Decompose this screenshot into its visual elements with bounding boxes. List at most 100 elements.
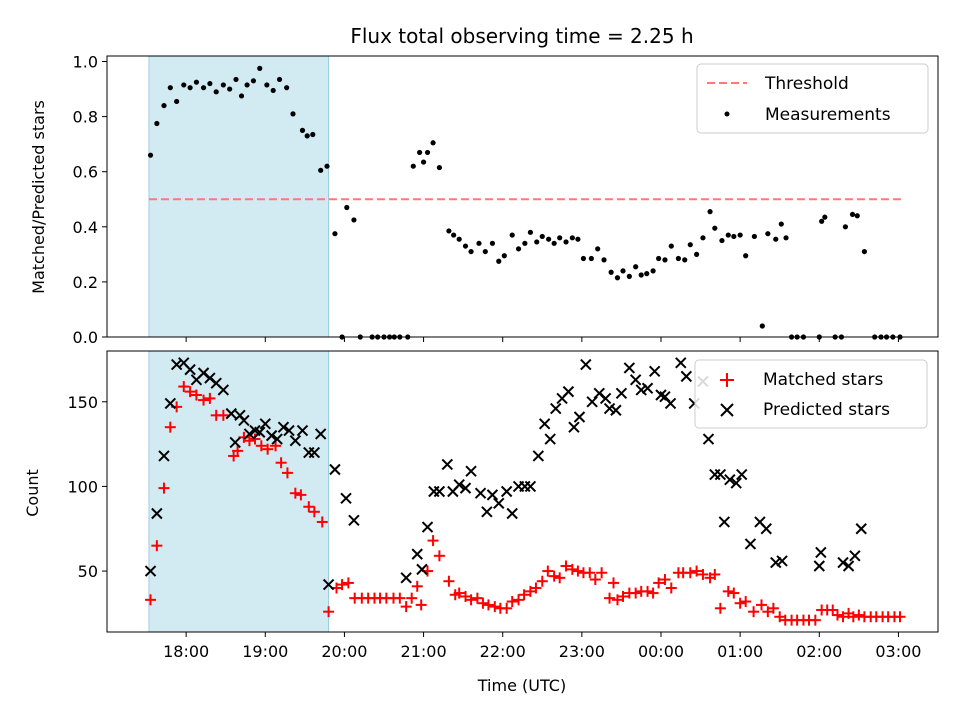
measurement-points: [147, 65, 903, 340]
matched-star-point: [178, 381, 190, 393]
predicted-star-point: [340, 492, 352, 504]
matched-star-point: [433, 550, 445, 562]
predicted-star-point: [329, 463, 341, 476]
predicted-star-point: [481, 506, 493, 518]
matched-star-point: [767, 602, 779, 614]
measurement-point: [650, 268, 656, 274]
y-tick-label: 0.2: [73, 273, 98, 292]
measurement-point: [849, 211, 856, 218]
predicted-star-point: [416, 563, 428, 576]
measurement-point: [482, 248, 488, 255]
y-tick-label: 50: [78, 562, 98, 581]
measurement-point: [662, 257, 668, 263]
measurement-point: [446, 228, 452, 234]
predicted-star-point: [714, 468, 727, 481]
measurement-point: [783, 235, 789, 241]
measurement-point: [546, 236, 552, 242]
measurement-point: [424, 149, 431, 156]
matched-star-point: [827, 604, 839, 616]
measurement-point: [551, 240, 557, 246]
measurement-point: [227, 86, 233, 92]
matched-star-point: [482, 599, 494, 611]
predicted-star-point: [744, 538, 757, 550]
matched-star-point: [342, 577, 354, 589]
measurement-point: [626, 273, 632, 279]
measurement-point: [759, 323, 765, 329]
measurement-point: [200, 85, 207, 91]
predicted-star-point: [736, 468, 748, 481]
measurement-point: [304, 133, 310, 139]
measurement-point: [238, 93, 245, 99]
predicted-star-point: [562, 385, 575, 398]
x-tick-label: 02:00: [796, 642, 842, 661]
ratio-highlight-span: [148, 55, 329, 338]
matched-star-point: [762, 606, 774, 618]
matched-star-point: [262, 443, 274, 455]
matched-star-point: [145, 594, 157, 606]
measurement-point: [276, 76, 283, 83]
matched-star-point: [394, 592, 406, 604]
matched-legend-label: Matched stars: [763, 370, 883, 390]
predicted-star-point: [842, 560, 855, 572]
measurement-point: [250, 78, 257, 84]
predicted-star-point: [568, 421, 580, 433]
measurement-point: [318, 167, 324, 173]
predicted-star-point: [610, 404, 622, 416]
matched-star-point: [560, 560, 572, 572]
measurement-point: [700, 235, 706, 241]
predicted-star-point: [623, 362, 636, 374]
measurement-point: [420, 159, 427, 165]
ratio-panel: 0.0 0.2 0.4 0.6 0.8 1.0 Flux total observing …: [29, 24, 939, 347]
time-x-axis-label: Time (UTC): [477, 676, 566, 695]
matched-star-point: [232, 445, 244, 457]
matched-star-point: [837, 611, 849, 623]
measurement-point: [737, 232, 743, 238]
measurement-point: [707, 209, 713, 215]
measurement-point: [588, 255, 594, 262]
matched-star-point: [647, 587, 659, 599]
matched-star-point: [617, 590, 629, 602]
predicted-star-point: [296, 424, 309, 437]
matched-star-point: [184, 386, 196, 398]
matched-star-point: [740, 596, 752, 608]
measurement-point: [569, 235, 575, 241]
x-tick-label: 22:00: [480, 642, 526, 661]
predicted-star-point: [254, 426, 266, 438]
measurement-point: [187, 85, 193, 91]
matched-star-point: [303, 501, 315, 513]
measurement-point: [515, 246, 522, 252]
measurements-legend-label: Measurements: [765, 105, 891, 125]
matched-star-point: [722, 585, 734, 597]
predicted-star-point: [532, 450, 545, 462]
measurement-point: [257, 65, 263, 71]
predicted-star-point: [486, 489, 499, 501]
predicted-star-point: [243, 428, 256, 440]
predicted-star-point: [493, 497, 505, 510]
matched-star-point: [524, 585, 536, 597]
measurement-point: [778, 221, 784, 227]
matched-star-point: [604, 592, 616, 604]
measurement-point: [712, 225, 718, 231]
measurement-point: [773, 236, 779, 242]
y-tick-label: 100: [67, 477, 98, 496]
predicted-stars-points: [144, 357, 867, 591]
matched-star-point: [548, 570, 560, 582]
measurement-point: [751, 233, 757, 240]
x-tick-label: 19:00: [242, 642, 288, 661]
predicted-star-point: [675, 357, 687, 369]
measurement-point: [668, 243, 674, 249]
predicted-star-point: [599, 392, 612, 405]
measurement-point: [682, 257, 688, 263]
matched-star-point: [518, 589, 530, 601]
measurement-point: [527, 229, 534, 235]
measurement-point: [244, 82, 250, 88]
count-x-ticks: 18:00 19:00 20:00 21:00 22:00 23:00 00:00 01:00…: [163, 632, 921, 661]
predicted-star-point: [411, 548, 423, 560]
predicted-star-point: [441, 458, 454, 471]
matched-star-point: [714, 602, 726, 614]
matched-star-point: [336, 579, 348, 591]
predicted-star-point: [664, 397, 677, 410]
predicted-star-point: [849, 550, 861, 562]
measurement-point: [161, 102, 167, 109]
matched-star-point: [506, 596, 518, 608]
